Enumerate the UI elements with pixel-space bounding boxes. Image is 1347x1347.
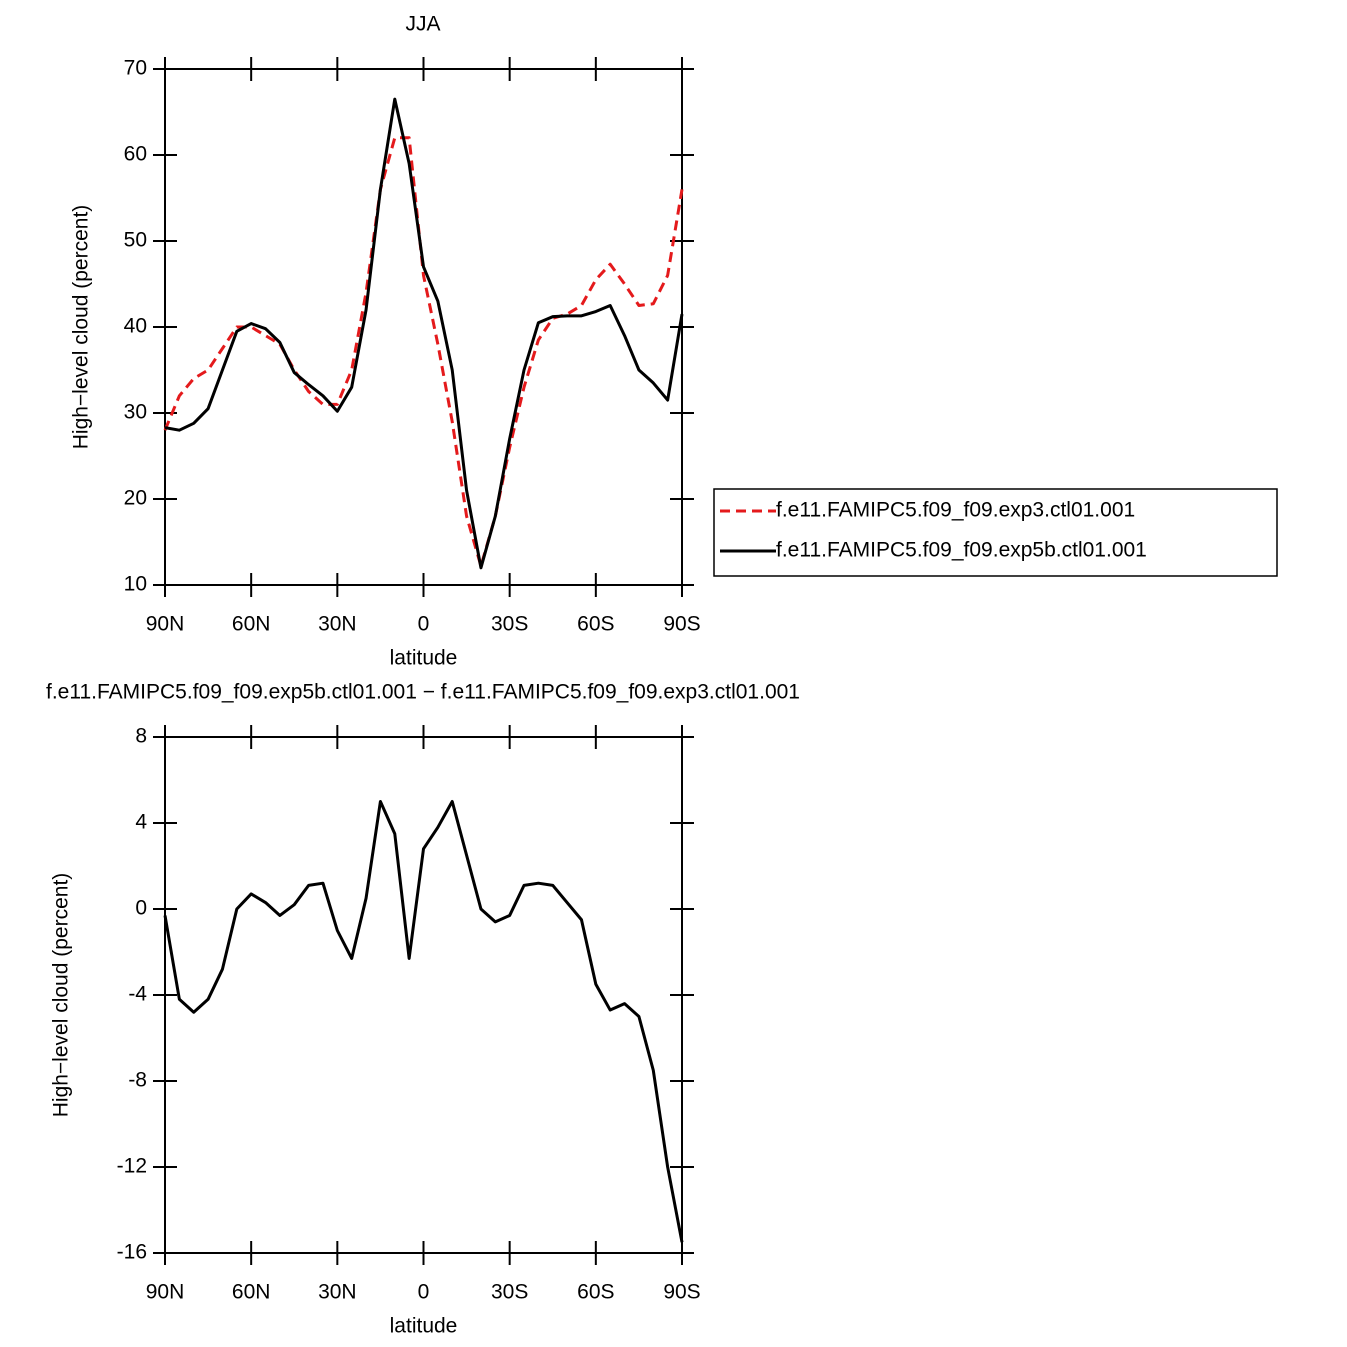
y-tick-label: 8 [135,725,147,748]
x-tick-label: 90S [663,613,700,636]
y-tick-label: 4 [135,811,147,834]
y-tick-label: -16 [117,1241,147,1264]
data-line [163,800,684,1243]
x-tick-label: 60S [577,613,614,636]
y-tick-label: -4 [128,983,147,1006]
y-axis-label: High−level cloud (percent) [50,873,73,1118]
x-tick-label: 60N [232,1281,271,1304]
y-tick-label: 70 [124,57,147,80]
chart-title: f.e11.FAMIPC5.f09_f09.exp5b.ctl01.001 − … [46,681,800,704]
x-tick-label: 0 [418,1281,430,1304]
legend-label: f.e11.FAMIPC5.f09_f09.exp5b.ctl01.001 [776,539,1147,562]
x-tick-label: 30N [318,613,357,636]
x-tick-label: 90N [146,1281,185,1304]
y-tick-label: 50 [124,229,147,252]
legend-box [713,488,1278,577]
x-tick-label: 60S [577,1281,614,1304]
y-tick-label: 30 [124,401,147,424]
legend-label: f.e11.FAMIPC5.f09_f09.exp3.ctl01.001 [776,499,1135,522]
x-tick-label: 90S [663,1281,700,1304]
x-tick-label: 60N [232,613,271,636]
x-axis-label: latitude [390,1315,458,1338]
y-tick-label: 10 [124,573,147,596]
chart-title: JJA [405,13,440,36]
data-line [163,136,684,568]
y-tick-label: 20 [124,487,147,510]
y-tick-label: -12 [117,1155,147,1178]
x-tick-label: 0 [418,613,430,636]
y-tick-label: 0 [135,897,147,920]
x-tick-label: 90N [146,613,185,636]
x-tick-label: 30N [318,1281,357,1304]
x-axis-label: latitude [390,647,458,670]
y-axis-label: High−level cloud (percent) [70,205,93,450]
x-tick-label: 30S [491,613,528,636]
y-tick-label: -8 [128,1069,147,1092]
plot-frame [164,736,683,1254]
y-tick-label: 60 [124,143,147,166]
x-tick-label: 30S [491,1281,528,1304]
data-line [164,97,684,570]
y-tick-label: 40 [124,315,147,338]
